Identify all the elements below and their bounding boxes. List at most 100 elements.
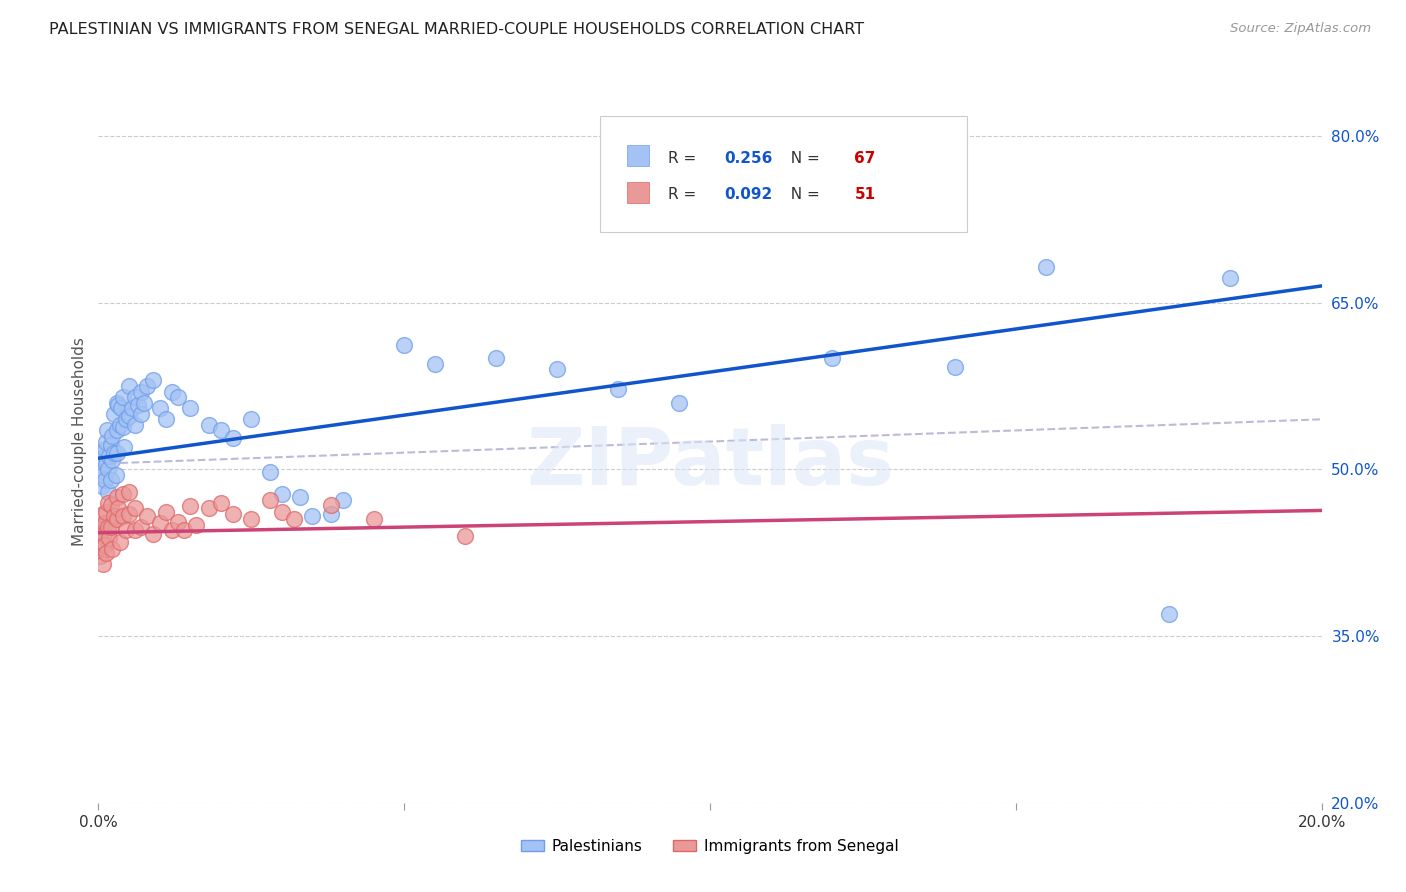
Point — [115, 412, 138, 426]
Point — [259, 465, 281, 479]
Point — [136, 508, 159, 523]
Point — [98, 531, 121, 545]
Point — [91, 479, 114, 493]
Text: Source: ZipAtlas.com: Source: ZipAtlas.com — [1230, 22, 1371, 36]
Point — [129, 384, 152, 399]
Point — [111, 420, 134, 434]
Point — [107, 501, 129, 516]
Point — [186, 517, 208, 532]
Point — [209, 496, 232, 510]
Point — [392, 338, 416, 352]
Point — [546, 362, 568, 376]
Point — [90, 540, 112, 554]
Point — [136, 379, 159, 393]
Point — [97, 496, 120, 510]
Point — [222, 507, 245, 521]
Point — [118, 484, 141, 499]
Point — [105, 490, 128, 504]
Point — [87, 529, 110, 543]
Point — [124, 524, 146, 538]
Point — [100, 474, 122, 488]
Point — [108, 417, 131, 432]
Point — [121, 401, 143, 416]
Point — [1219, 271, 1241, 285]
Point — [89, 466, 111, 480]
Point — [124, 390, 146, 404]
Point — [454, 529, 477, 543]
FancyBboxPatch shape — [600, 116, 967, 232]
Point — [89, 549, 111, 563]
FancyBboxPatch shape — [627, 145, 648, 166]
Point — [100, 520, 122, 534]
Point — [1035, 260, 1057, 274]
Text: N =: N = — [780, 151, 824, 166]
Point — [104, 467, 127, 482]
Point — [97, 484, 120, 499]
Point — [100, 498, 122, 512]
Point — [197, 501, 219, 516]
Point — [105, 512, 128, 526]
Text: 51: 51 — [855, 187, 876, 202]
Point — [270, 505, 292, 519]
Point — [127, 398, 149, 412]
Point — [93, 442, 115, 457]
Point — [149, 401, 172, 416]
Point — [111, 508, 134, 523]
Y-axis label: Married-couple Households: Married-couple Households — [72, 337, 87, 546]
Text: R =: R = — [668, 151, 702, 166]
Point — [167, 390, 190, 404]
Point — [103, 407, 125, 421]
Point — [91, 467, 114, 482]
Text: R =: R = — [668, 187, 702, 202]
Point — [485, 351, 508, 366]
Point — [290, 490, 312, 504]
Point — [197, 417, 219, 432]
Point — [103, 445, 125, 459]
Text: 0.092: 0.092 — [724, 187, 773, 202]
Point — [423, 357, 446, 371]
Point — [1157, 607, 1180, 621]
Point — [105, 395, 128, 409]
Point — [118, 409, 141, 423]
Point — [91, 557, 114, 571]
Point — [155, 505, 177, 519]
Point — [108, 534, 131, 549]
Point — [91, 451, 114, 466]
Point — [129, 520, 152, 534]
Point — [270, 487, 292, 501]
Point — [821, 351, 844, 366]
Point — [301, 508, 323, 523]
Point — [94, 434, 117, 449]
Point — [160, 524, 183, 538]
Legend: Palestinians, Immigrants from Senegal: Palestinians, Immigrants from Senegal — [515, 833, 905, 860]
Text: N =: N = — [780, 187, 824, 202]
Point — [134, 395, 156, 409]
Point — [259, 493, 281, 508]
Point — [115, 524, 138, 538]
Point — [107, 398, 129, 412]
Point — [101, 453, 124, 467]
Point — [160, 384, 183, 399]
Point — [943, 360, 966, 375]
Point — [93, 474, 115, 488]
Point — [96, 546, 118, 560]
Point — [89, 517, 111, 532]
Point — [91, 507, 114, 521]
Point — [124, 417, 146, 432]
Point — [240, 412, 263, 426]
Point — [363, 512, 385, 526]
Point — [93, 526, 115, 541]
Point — [167, 515, 190, 529]
Point — [319, 507, 342, 521]
Point — [101, 429, 124, 443]
Point — [607, 382, 630, 396]
Point — [111, 487, 134, 501]
Point — [94, 505, 117, 519]
Point — [105, 445, 128, 459]
Point — [97, 520, 120, 534]
Point — [100, 438, 122, 452]
Point — [96, 457, 118, 471]
FancyBboxPatch shape — [627, 182, 648, 203]
Point — [91, 534, 114, 549]
Text: ZIPatlas: ZIPatlas — [526, 425, 894, 502]
